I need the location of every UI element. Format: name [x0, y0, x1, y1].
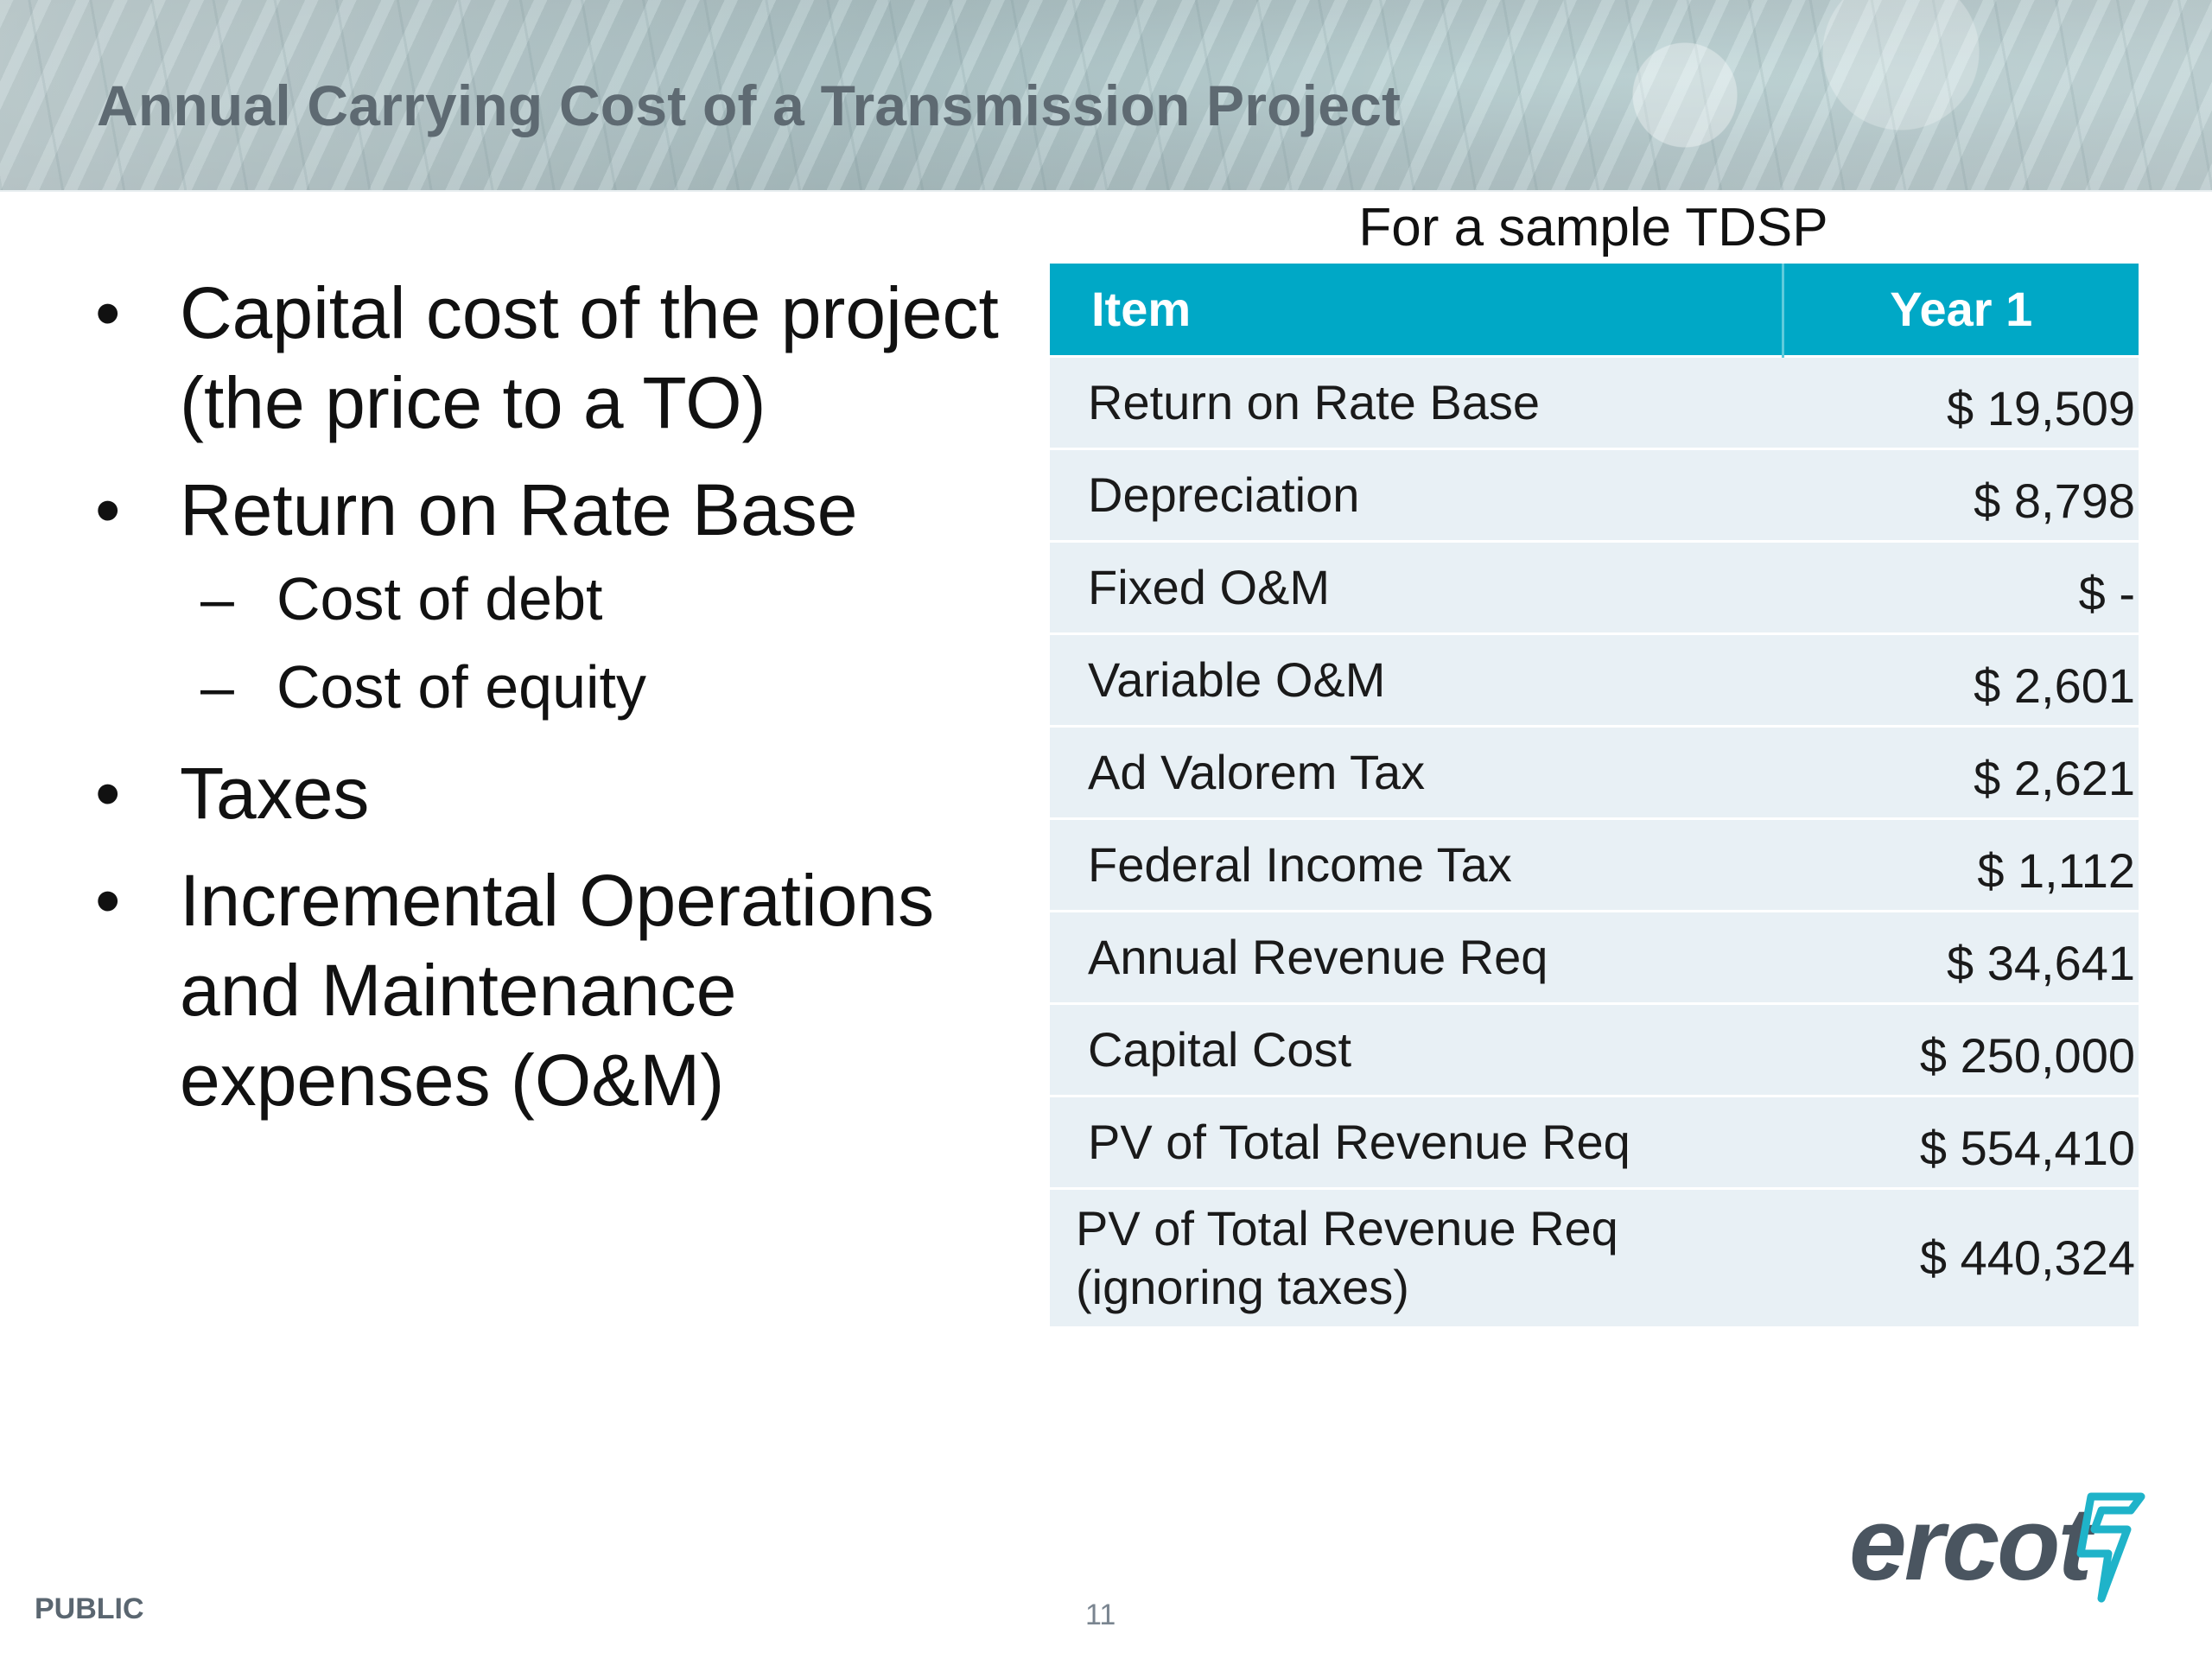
bullet-list: • Capital cost of the project (the price… — [86, 268, 1037, 1125]
row-item-label: Annual Revenue Req — [1050, 909, 1783, 1003]
classification-label: PUBLIC — [35, 1592, 144, 1625]
table-row: Ad Valorem Tax $ 2,621 — [1050, 724, 2139, 818]
table-row: Annual Revenue Req $ 34,641 — [1050, 909, 2139, 1003]
sub-text: Cost of equity — [276, 653, 646, 721]
sub-marker: – — [200, 565, 234, 632]
sub-marker: – — [200, 653, 234, 721]
table-row: Variable O&M $ 2,601 — [1050, 632, 2139, 726]
bullet-text: Capital cost of the project (the price t… — [180, 272, 999, 443]
bullet-marker: • — [95, 272, 121, 353]
table-row: Capital Cost $ 250,000 — [1050, 1001, 2139, 1096]
slide-title: Annual Carrying Cost of a Transmission P… — [97, 73, 1402, 137]
bullet-item-taxes: • Taxes — [86, 748, 1037, 838]
bullet-item-capital-cost: • Capital cost of the project (the price… — [86, 268, 1037, 448]
logo-wordmark: ercot — [1849, 1486, 2092, 1602]
table-header-row: Item Year 1 — [1050, 264, 2139, 356]
row-item-label: Depreciation — [1050, 447, 1783, 541]
bullet-text: Taxes — [180, 753, 370, 834]
row-item-label: Fixed O&M — [1050, 539, 1783, 633]
bullet-marker: • — [95, 469, 121, 550]
row-item-label: Return on Rate Base — [1050, 354, 1783, 448]
row-item-label: PV of Total Revenue Req — [1050, 1094, 1783, 1188]
sub-item-cost-of-equity: – Cost of equity — [86, 643, 1037, 731]
row-item-label: Federal Income Tax — [1050, 817, 1783, 911]
row-item-value: $ 2,601 — [1783, 632, 2139, 726]
table-row: Federal Income Tax $ 1,112 — [1050, 817, 2139, 911]
lightning-bolt-icon — [2076, 1492, 2145, 1603]
bullet-marker: • — [95, 860, 121, 941]
row-item-value: $ 34,641 — [1783, 909, 2139, 1003]
row-item-label: PV of Total Revenue Req (ignoring taxes) — [1050, 1186, 1783, 1326]
row-item-value: $ 440,324 — [1783, 1186, 2139, 1326]
bullet-item-return-on-rate-base: • Return on Rate Base — [86, 465, 1037, 555]
table-row: Depreciation $ 8,798 — [1050, 447, 2139, 541]
row-item-value: $ 19,509 — [1783, 354, 2139, 448]
row-item-value: $ 250,000 — [1783, 1001, 2139, 1096]
table-row: PV of Total Revenue Req $ 554,410 — [1050, 1094, 2139, 1188]
bullet-text: Return on Rate Base — [180, 469, 858, 550]
row-item-value: $ 1,112 — [1783, 817, 2139, 911]
header-banner — [0, 0, 2212, 192]
cost-table: Item Year 1 Return on Rate Base $ 19,509… — [1050, 264, 2139, 1326]
sub-item-cost-of-debt: – Cost of debt — [86, 555, 1037, 643]
bullet-item-incremental-om: • Incremental Operations and Maintenance… — [86, 855, 1037, 1125]
table-caption: For a sample TDSP — [1358, 198, 1828, 257]
page-number: 11 — [1085, 1599, 1116, 1631]
table-row: Fixed O&M $ - — [1050, 539, 2139, 633]
row-item-value: $ 554,410 — [1783, 1094, 2139, 1188]
row-item-value: $ 2,621 — [1783, 724, 2139, 818]
row-item-label: Ad Valorem Tax — [1050, 724, 1783, 818]
bullet-text: Incremental Operations and Maintenance e… — [180, 860, 935, 1121]
table-row: Return on Rate Base $ 19,509 — [1050, 354, 2139, 448]
sub-text: Cost of debt — [276, 565, 603, 632]
row-item-value: $ - — [1783, 539, 2139, 633]
bullet-marker: • — [95, 753, 121, 834]
column-header-year: Year 1 — [1781, 264, 2139, 356]
row-item-label: Capital Cost — [1050, 1001, 1783, 1096]
row-item-label: Variable O&M — [1050, 632, 1783, 726]
column-header-item: Item — [1050, 264, 1783, 356]
row-item-value: $ 8,798 — [1783, 447, 2139, 541]
ercot-logo: ercot — [1849, 1479, 2160, 1609]
table-row: PV of Total Revenue Req (ignoring taxes)… — [1050, 1186, 2139, 1326]
